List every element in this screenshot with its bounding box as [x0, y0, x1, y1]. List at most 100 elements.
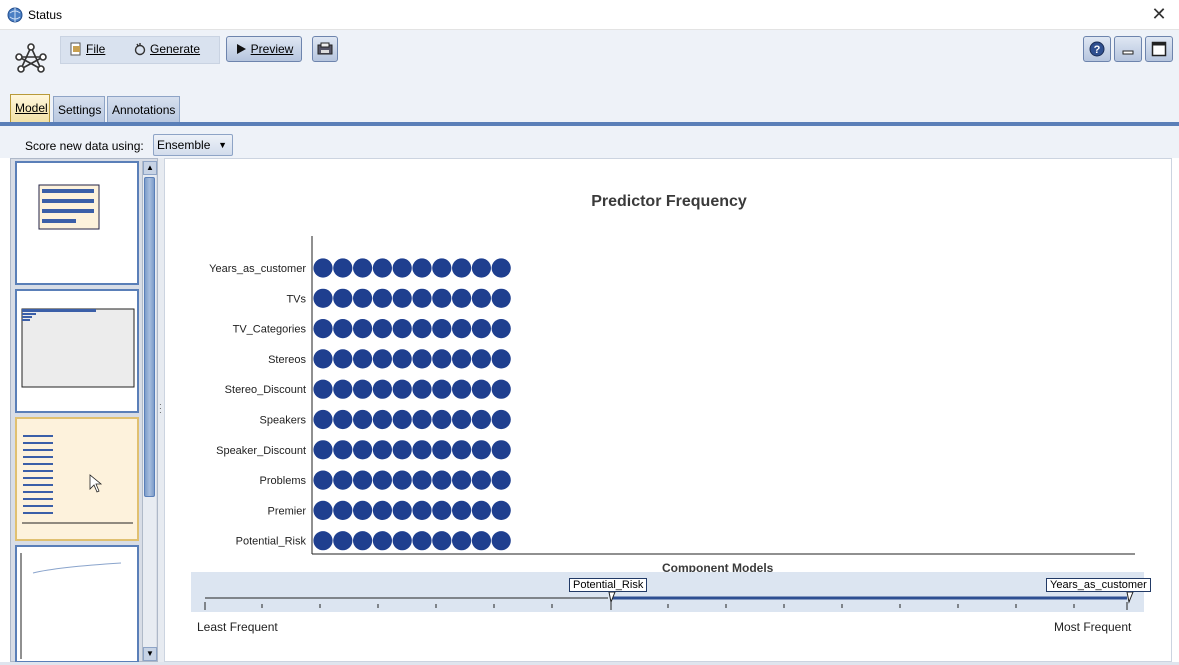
- frequency-dot: [432, 379, 452, 399]
- frequency-dot: [491, 500, 511, 520]
- help-icon: ?: [1089, 41, 1105, 57]
- frequency-dot: [452, 440, 472, 460]
- title-bar: Status ✕: [0, 0, 1179, 30]
- thumbnail-component-accuracy[interactable]: [15, 545, 139, 663]
- toolbar: File Generate Preview ?: [0, 30, 1179, 90]
- frequency-dot: [491, 258, 511, 278]
- frequency-dot: [471, 470, 491, 490]
- accuracy-thumbnail-icon: [20, 553, 122, 659]
- frequency-dot: [353, 349, 373, 369]
- file-menu[interactable]: File: [69, 42, 105, 56]
- export-icon: [317, 42, 333, 55]
- frequency-dot: [471, 531, 491, 551]
- thumbnail-predictor-frequency[interactable]: [15, 417, 139, 541]
- frequency-dot: [412, 500, 432, 520]
- frequency-dot: [353, 319, 373, 339]
- frequency-dot: [333, 470, 353, 490]
- thumbnail-model-summary[interactable]: [15, 161, 139, 285]
- frequency-dot: [372, 531, 392, 551]
- score-row: Score new data using: Ensemble ▼: [0, 126, 1179, 158]
- frequency-dot: [333, 349, 353, 369]
- frequency-range-slider[interactable]: Potential_Risk Years_as_customer: [191, 572, 1151, 612]
- bottom-border: [0, 662, 1179, 665]
- frequency-dot: [491, 349, 511, 369]
- y-tick-label: Speaker_Discount: [216, 445, 306, 457]
- splitter-grip-icon: · · ·: [159, 400, 162, 417]
- slider-right-tag: Years_as_customer: [1046, 578, 1151, 592]
- maximize-button[interactable]: [1145, 36, 1173, 62]
- frequency-dot: [452, 288, 472, 308]
- generate-menu-label: Generate: [150, 42, 201, 56]
- frequency-dot: [372, 379, 392, 399]
- close-icon[interactable]: ✕: [1151, 4, 1167, 24]
- preview-button[interactable]: Preview: [226, 36, 302, 62]
- importance-thumbnail-icon: [21, 308, 135, 388]
- frequency-dot: [471, 500, 491, 520]
- frequency-dot: [471, 288, 491, 308]
- scroll-up-icon[interactable]: ▲: [143, 161, 157, 175]
- y-tick-label: Stereo_Discount: [225, 384, 306, 396]
- frequency-dot: [491, 470, 511, 490]
- frequency-dot: [333, 531, 353, 551]
- frequency-dot: [471, 349, 491, 369]
- generate-menu[interactable]: Generate: [133, 42, 200, 56]
- slider-right-handle-icon[interactable]: [1126, 591, 1134, 604]
- thumbnail-scrollbar[interactable]: ▲ ▼: [142, 161, 157, 661]
- frequency-dot: [412, 288, 432, 308]
- frequency-dot: [471, 319, 491, 339]
- scroll-down-icon[interactable]: ▼: [143, 647, 157, 661]
- least-frequent-label: Least Frequent: [197, 620, 278, 634]
- frequency-dot: [412, 349, 432, 369]
- chart-title: Predictor Frequency: [591, 193, 747, 210]
- frequency-dot: [392, 409, 412, 430]
- frequency-dot: [452, 349, 472, 369]
- generate-icon: [134, 43, 146, 56]
- frequency-dot: [412, 440, 432, 460]
- scrollbar-thumb[interactable]: [144, 177, 155, 497]
- frequency-dot: [452, 531, 472, 551]
- slider-track: [204, 591, 1134, 610]
- thumbnail-predictor-importance[interactable]: [15, 289, 139, 413]
- score-method-select[interactable]: Ensemble ▼: [153, 134, 233, 156]
- slider-left-handle-icon[interactable]: [608, 591, 616, 604]
- tab-model-label: Model: [15, 101, 48, 115]
- tab-settings-label: Settings: [58, 103, 102, 117]
- frequency-dot: [313, 409, 333, 430]
- frequency-dot: [353, 531, 373, 551]
- frequency-dot: [313, 379, 333, 399]
- maximize-icon: [1151, 41, 1167, 57]
- svg-text:?: ?: [1094, 44, 1101, 56]
- frequency-dot: [372, 409, 392, 430]
- frequency-dot: [333, 319, 353, 339]
- frequency-dot: [432, 440, 452, 460]
- y-tick-label: TVs: [286, 293, 306, 305]
- frequency-dot: [432, 500, 452, 520]
- frequency-dot: [471, 440, 491, 460]
- tab-model[interactable]: Model: [10, 94, 50, 122]
- window-title: Status: [28, 8, 63, 22]
- frequency-dot: [353, 258, 373, 278]
- help-button[interactable]: ?: [1083, 36, 1111, 62]
- y-tick-label: Stereos: [268, 354, 306, 366]
- frequency-dot: [333, 288, 353, 308]
- frequency-dot: [392, 379, 412, 399]
- frequency-dot: [412, 258, 432, 278]
- frequency-dot: [313, 349, 333, 369]
- frequency-dot: [372, 500, 392, 520]
- frequency-dot: [412, 409, 432, 430]
- frequency-dot: [353, 379, 373, 399]
- frequency-dot: [471, 379, 491, 399]
- export-button[interactable]: [312, 36, 338, 62]
- frequency-dot: [491, 288, 511, 308]
- frequency-dot: [372, 349, 392, 369]
- model-network-icon: [15, 43, 47, 73]
- frequency-dot: [392, 531, 412, 551]
- panel-splitter[interactable]: · · ·: [158, 158, 164, 662]
- tab-settings[interactable]: Settings: [53, 96, 105, 122]
- frequency-dot: [392, 500, 412, 520]
- frequency-dot: [471, 258, 491, 278]
- tab-annotations[interactable]: Annotations: [107, 96, 180, 122]
- y-tick-label: Premier: [267, 505, 306, 517]
- minimize-button[interactable]: [1114, 36, 1142, 62]
- frequency-dot: [491, 531, 511, 551]
